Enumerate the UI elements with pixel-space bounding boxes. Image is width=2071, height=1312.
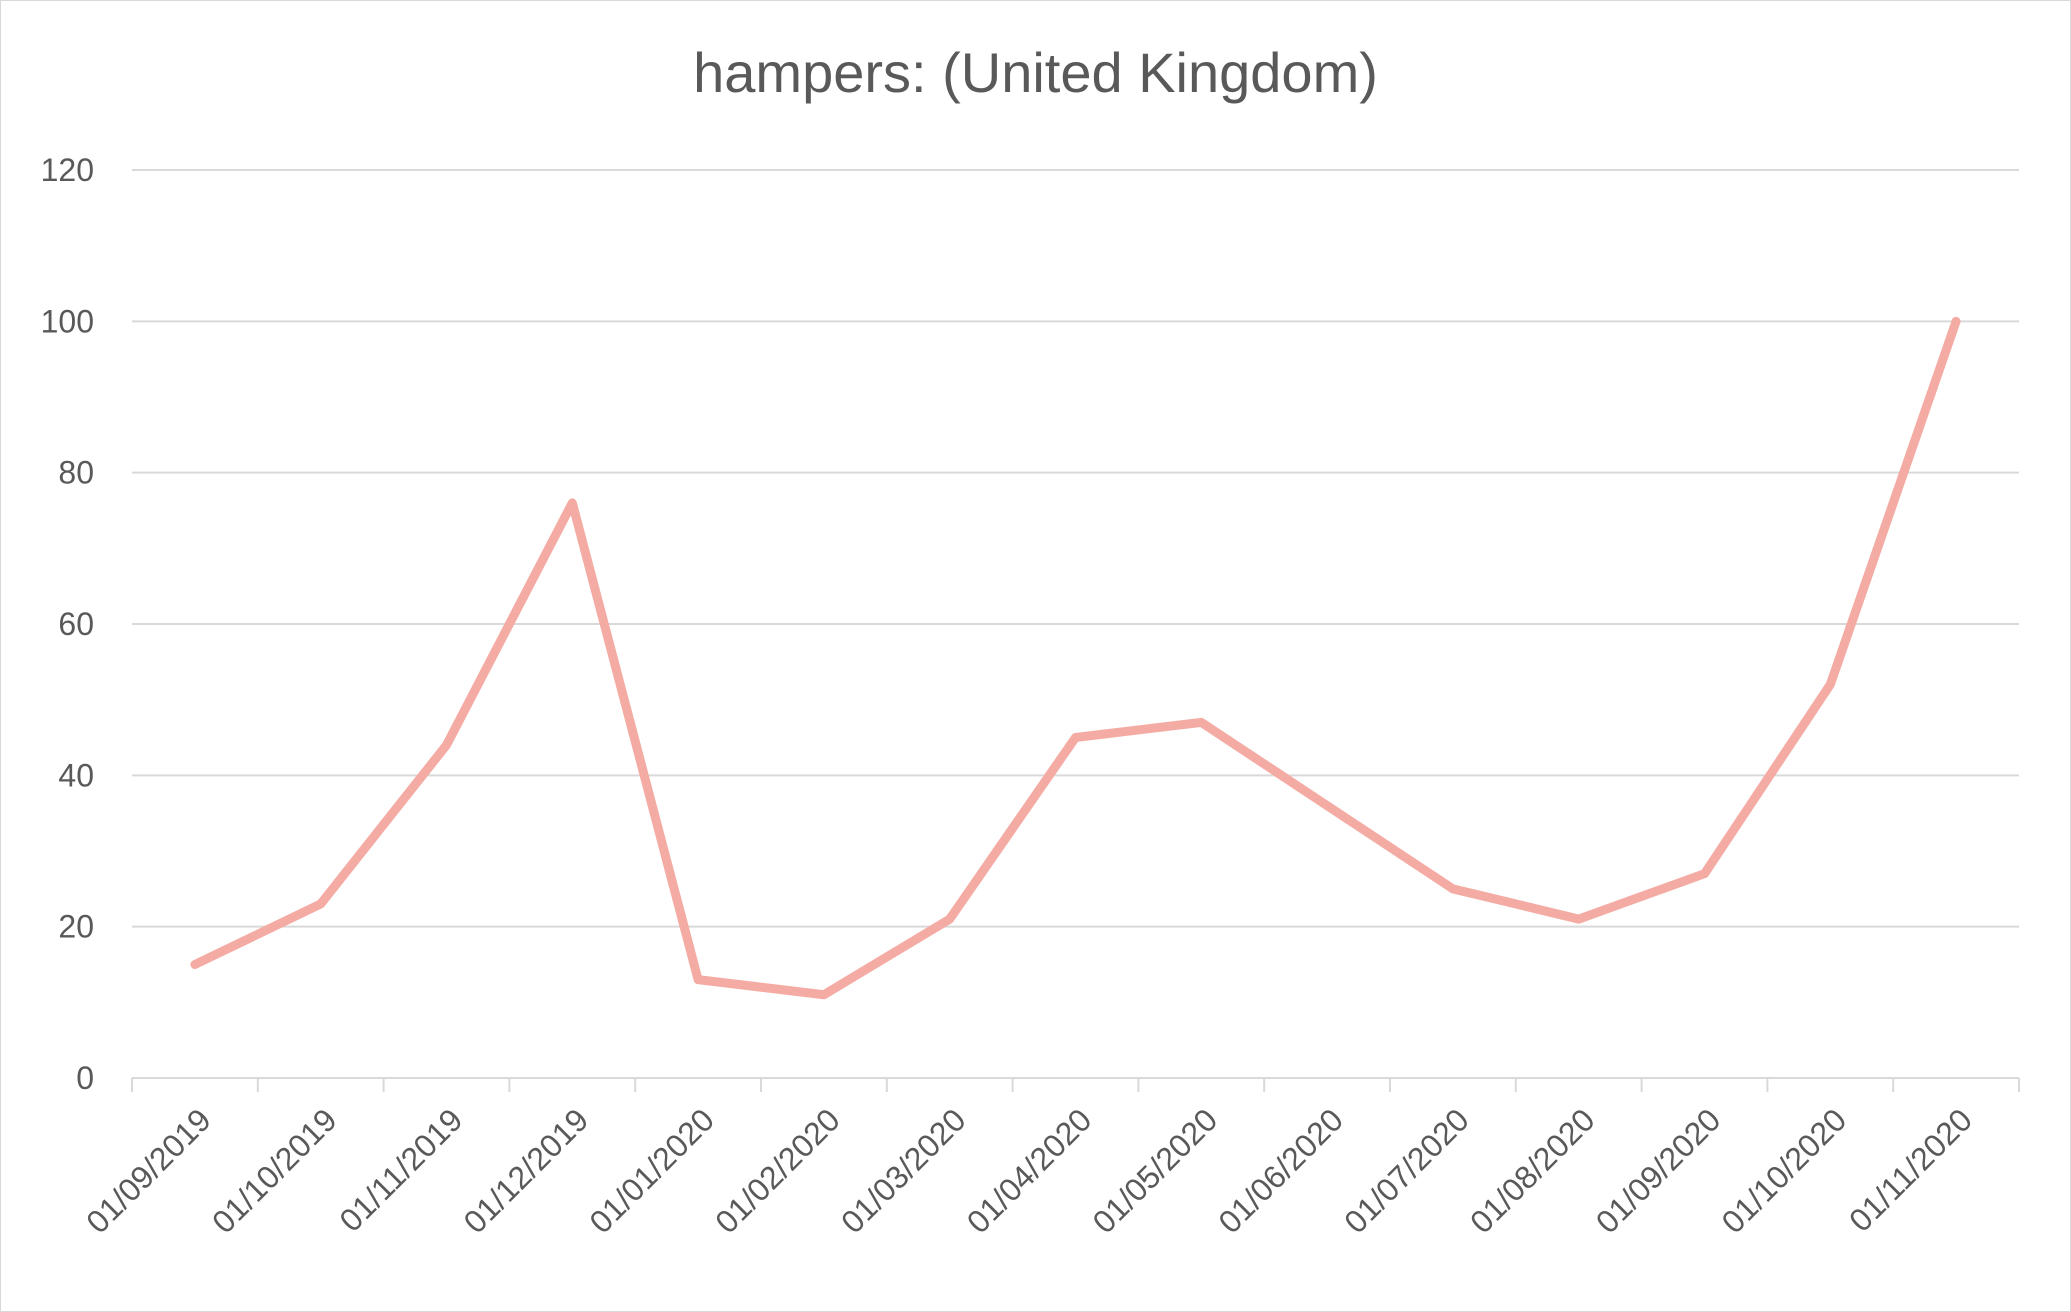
y-tick-label: 120	[41, 152, 94, 188]
x-tick-label: 01/09/2020	[1589, 1101, 1728, 1240]
series-line	[190, 316, 1961, 1000]
x-tick-label: 01/09/2019	[79, 1101, 218, 1240]
x-tick-label: 01/11/2020	[1842, 1101, 1979, 1238]
x-tick-label: 01/01/2020	[582, 1101, 721, 1240]
y-tick-label: 20	[58, 909, 94, 945]
x-tick-label: 01/12/2019	[457, 1101, 596, 1240]
x-tick-label: 01/10/2020	[1715, 1101, 1854, 1240]
x-tick-label: 01/10/2019	[205, 1101, 344, 1240]
y-axis-ticks: 0 20 40 60 80 100 120	[41, 152, 94, 1096]
y-tick-label: 40	[58, 757, 94, 793]
x-tick-label: 01/02/2020	[708, 1101, 847, 1240]
x-tick-label: 01/11/2019	[332, 1101, 469, 1238]
x-tick-label: 01/04/2020	[960, 1101, 1099, 1240]
y-tick-label: 100	[41, 303, 94, 339]
x-tick-label: 01/03/2020	[834, 1101, 973, 1240]
x-tick-label: 01/07/2020	[1337, 1101, 1476, 1240]
y-tick-label: 80	[58, 455, 94, 491]
x-tick-label: 01/06/2020	[1211, 1101, 1350, 1240]
x-tick-label: 01/05/2020	[1086, 1101, 1225, 1240]
y-tick-label: 60	[58, 606, 94, 642]
x-axis: 01/09/201901/10/201901/11/201901/12/2019…	[79, 1077, 2020, 1240]
y-tick-label: 0	[76, 1060, 94, 1096]
chart-title: hampers: (United Kingdom)	[693, 41, 1378, 104]
series-group	[190, 316, 1961, 1000]
x-tick-label: 01/08/2020	[1463, 1101, 1602, 1240]
gridlines	[132, 169, 2019, 928]
